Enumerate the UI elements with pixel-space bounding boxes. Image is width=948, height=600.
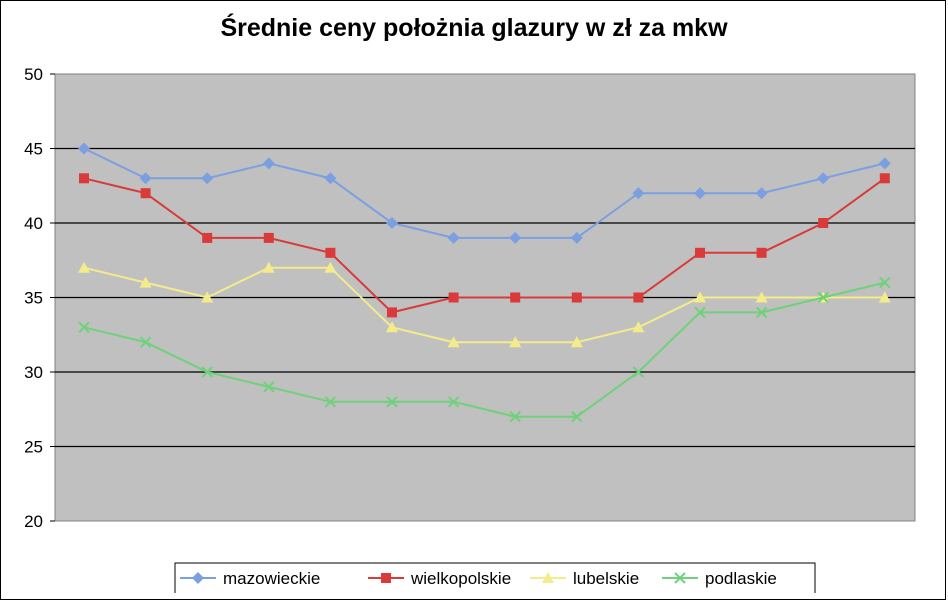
data-point-podlaskie (324, 396, 337, 408)
data-point-podlaskie (201, 366, 213, 378)
data-point-lubelskie (386, 321, 398, 333)
data-point-podlaskie (755, 306, 768, 319)
data-point-podlaskie (509, 410, 521, 423)
data-point-mazowieckie (878, 157, 891, 170)
data-point-wielkopolskie (879, 173, 890, 184)
data-point-wielkopolskie (633, 292, 644, 303)
data-point-mazowieckie (386, 217, 398, 229)
series-line-podlaskie (83, 281, 886, 418)
data-point-wielkopolskie (79, 173, 89, 184)
series-group (78, 142, 891, 423)
series-line-lubelskie (83, 266, 885, 344)
legend-label: lubelskie (573, 569, 639, 588)
data-point-wielkopolskie (510, 292, 521, 303)
legend-entry-mazowieckie: mazowieckie (180, 569, 320, 588)
data-point-wielkopolskie (448, 292, 459, 303)
legend-label: wielkopolskie (410, 569, 511, 588)
data-point-mazowieckie (78, 142, 90, 155)
legend-marker (542, 572, 554, 583)
data-point-podlaskie (571, 410, 583, 423)
legend-entry-podlaskie: podlaskie (662, 569, 777, 588)
data-point-lubelskie (324, 261, 337, 273)
data-point-mazowieckie (817, 172, 830, 185)
data-point-podlaskie (879, 276, 891, 289)
data-point-lubelskie (632, 321, 645, 333)
y-tick-label: 35 (24, 289, 43, 308)
data-point-lubelskie (447, 336, 460, 348)
data-point-mazowieckie (139, 172, 152, 185)
legend-box (174, 562, 816, 593)
legend-entry-wielkopolskie: wielkopolskie (368, 569, 511, 588)
y-tick-label: 30 (24, 363, 43, 382)
chart-title: Średnie ceny położnia glazury w zł za mk… (220, 12, 728, 42)
data-point-wielkopolskie (325, 247, 336, 258)
series-wielkopolskie (79, 173, 890, 318)
data-point-podlaskie (694, 306, 706, 319)
data-point-mazowieckie (570, 231, 583, 244)
data-point-lubelskie (509, 336, 522, 348)
series-line-wielkopolskie (83, 177, 886, 314)
data-point-podlaskie (817, 291, 829, 304)
data-point-lubelskie (201, 291, 214, 303)
data-point-wielkopolskie (818, 218, 829, 228)
data-point-lubelskie (694, 291, 706, 303)
data-point-wielkopolskie (695, 247, 705, 258)
series-mazowieckie (78, 142, 891, 244)
y-axis: 20 25 30 35 40 45 50 (24, 65, 55, 531)
data-point-mazowieckie (447, 231, 460, 244)
data-point-mazowieckie (694, 187, 706, 200)
data-point-mazowieckie (262, 157, 275, 170)
data-point-podlaskie (632, 366, 645, 378)
data-point-lubelskie (262, 261, 275, 273)
series-podlaskie (78, 276, 891, 423)
legend-label: mazowieckie (223, 569, 320, 588)
data-point-podlaskie (386, 396, 398, 408)
series-line-mazowieckie (83, 147, 886, 239)
legend-marker (192, 572, 204, 584)
legend-label: podlaskie (705, 569, 777, 588)
y-tick-label: 40 (24, 214, 43, 233)
data-point-mazowieckie (201, 172, 214, 185)
data-point-mazowieckie (324, 172, 337, 185)
data-point-lubelskie (878, 291, 891, 303)
data-point-mazowieckie (509, 231, 522, 244)
data-point-podlaskie (447, 396, 460, 408)
data-point-wielkopolskie (756, 247, 767, 258)
data-point-lubelskie (570, 336, 583, 348)
data-point-mazowieckie (755, 187, 768, 200)
y-tick-label: 50 (24, 65, 43, 84)
y-tick-label: 45 (24, 140, 43, 159)
legend-marker (381, 573, 391, 583)
data-point-podlaskie (78, 321, 90, 334)
legend: mazowieckie wielkopolskie lubelskie podlask… (174, 562, 816, 593)
data-point-wielkopolskie (202, 232, 213, 243)
data-point-podlaskie (263, 381, 275, 393)
data-point-lubelskie (78, 261, 90, 273)
data-point-wielkopolskie (387, 307, 397, 318)
y-tick-label: 20 (24, 512, 43, 531)
legend-entry-lubelskie: lubelskie (530, 569, 639, 588)
data-point-mazowieckie (632, 187, 645, 200)
data-point-lubelskie (755, 291, 768, 303)
data-point-wielkopolskie (571, 292, 582, 303)
y-tick-label: 25 (24, 438, 43, 457)
data-point-podlaskie (139, 336, 152, 348)
data-point-lubelskie (139, 276, 152, 288)
legend-marker (674, 572, 686, 584)
data-point-wielkopolskie (140, 188, 151, 199)
data-point-wielkopolskie (263, 232, 274, 243)
